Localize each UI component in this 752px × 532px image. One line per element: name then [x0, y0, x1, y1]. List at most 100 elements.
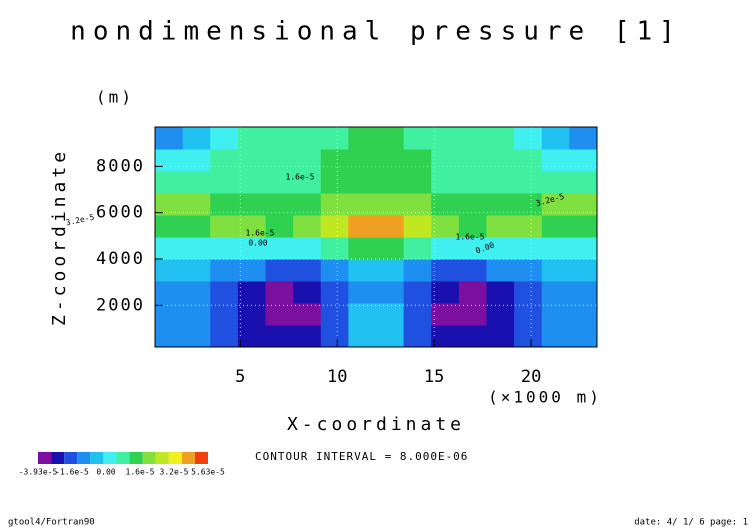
footer-left: gtool4/Fortran90 [8, 518, 95, 528]
colorbar-swatch [181, 452, 195, 464]
contour-cell [514, 237, 543, 260]
contour-label: 1.6e-5 [246, 229, 275, 238]
contour-cell [458, 171, 487, 194]
colorbar-swatch [90, 452, 104, 464]
contour-cell [155, 281, 184, 304]
contour-cell [348, 303, 377, 326]
contour-cell [569, 149, 598, 172]
y-tick-label: 4000 [96, 249, 145, 269]
contour-cell [155, 215, 184, 238]
colorbar-label: 3.2e-5 [160, 468, 189, 477]
x-tick-label: 5 [235, 367, 245, 387]
contour-cell [458, 303, 487, 326]
contour-cell [431, 303, 460, 326]
contour-cell [569, 325, 598, 348]
contour-cell [210, 325, 239, 348]
contour-cell [541, 171, 570, 194]
contour-cell [403, 325, 432, 348]
contour-cell [431, 281, 460, 304]
colorbar-swatch [51, 452, 65, 464]
contour-cell [237, 237, 266, 260]
contour-cell [348, 127, 377, 150]
contour-cell [348, 149, 377, 172]
contour-cell [348, 215, 377, 238]
contour-cell [458, 281, 487, 304]
contour-cell [320, 171, 349, 194]
contour-cell [210, 303, 239, 326]
contour-cell [376, 215, 405, 238]
contour-cell [210, 127, 239, 150]
contour-label: 1.6e-5 [456, 233, 485, 242]
contour-cell [376, 171, 405, 194]
contour-cell [431, 325, 460, 348]
colorbar-swatch [116, 452, 130, 464]
contour-cell [569, 127, 598, 150]
contour-cell [569, 281, 598, 304]
x-unit: (×1000 m) [488, 388, 602, 407]
contour-cell [265, 149, 294, 172]
y-axis-label: Z-coordinate [49, 148, 70, 326]
contour-cell [182, 127, 211, 150]
contour-cell [293, 215, 322, 238]
contour-cell [237, 281, 266, 304]
contour-cell [486, 259, 515, 282]
contour-cell [514, 281, 543, 304]
contour-cell [403, 215, 432, 238]
contour-cell [265, 325, 294, 348]
y-tick-label: 8000 [96, 156, 145, 176]
contour-cell [376, 259, 405, 282]
contour-cell [376, 325, 405, 348]
contour-cell [293, 259, 322, 282]
contour-cell [541, 303, 570, 326]
contour-cell [486, 193, 515, 216]
x-tick-label: 10 [327, 367, 347, 387]
contour-cell [182, 193, 211, 216]
contour-cell [320, 193, 349, 216]
contour-cell [293, 193, 322, 216]
contour-cell [155, 127, 184, 150]
contour-cell [403, 171, 432, 194]
contour-cell [265, 215, 294, 238]
contour-label: 1.6e-5 [286, 173, 315, 182]
contour-cell [293, 237, 322, 260]
contour-cell [376, 237, 405, 260]
contour-cell [458, 127, 487, 150]
contour-cell [486, 127, 515, 150]
contour-cell [237, 215, 266, 238]
contour-cell [237, 303, 266, 326]
contour-cell [182, 215, 211, 238]
contour-cell [348, 193, 377, 216]
contour-cell [514, 259, 543, 282]
colorbar-swatch [155, 452, 169, 464]
contour-cell [182, 303, 211, 326]
colorbar-swatch [142, 452, 156, 464]
contour-cell [348, 281, 377, 304]
contour-cell [182, 149, 211, 172]
contour-cell [237, 171, 266, 194]
contour-cell [569, 237, 598, 260]
contour-cell [541, 215, 570, 238]
contour-cell [403, 303, 432, 326]
contour-cell [320, 281, 349, 304]
contour-cell [210, 237, 239, 260]
footer-right: date: 4/ 1/ 6 page: 1 [634, 518, 748, 528]
contour-cell [376, 193, 405, 216]
contour-cell [514, 193, 543, 216]
contour-cell [237, 149, 266, 172]
contour-cell [210, 215, 239, 238]
contour-cell [486, 325, 515, 348]
colorbar-swatch [38, 452, 52, 464]
contour-cell [403, 193, 432, 216]
contour-cell [155, 325, 184, 348]
contour-cell [541, 259, 570, 282]
contour-cell [265, 127, 294, 150]
contour-cell [403, 237, 432, 260]
contour-cell [541, 281, 570, 304]
contour-cell [431, 127, 460, 150]
contour-cell [486, 281, 515, 304]
contour-cell [403, 281, 432, 304]
contour-cell [541, 237, 570, 260]
contour-cell [486, 149, 515, 172]
colorbar-swatch [77, 452, 91, 464]
